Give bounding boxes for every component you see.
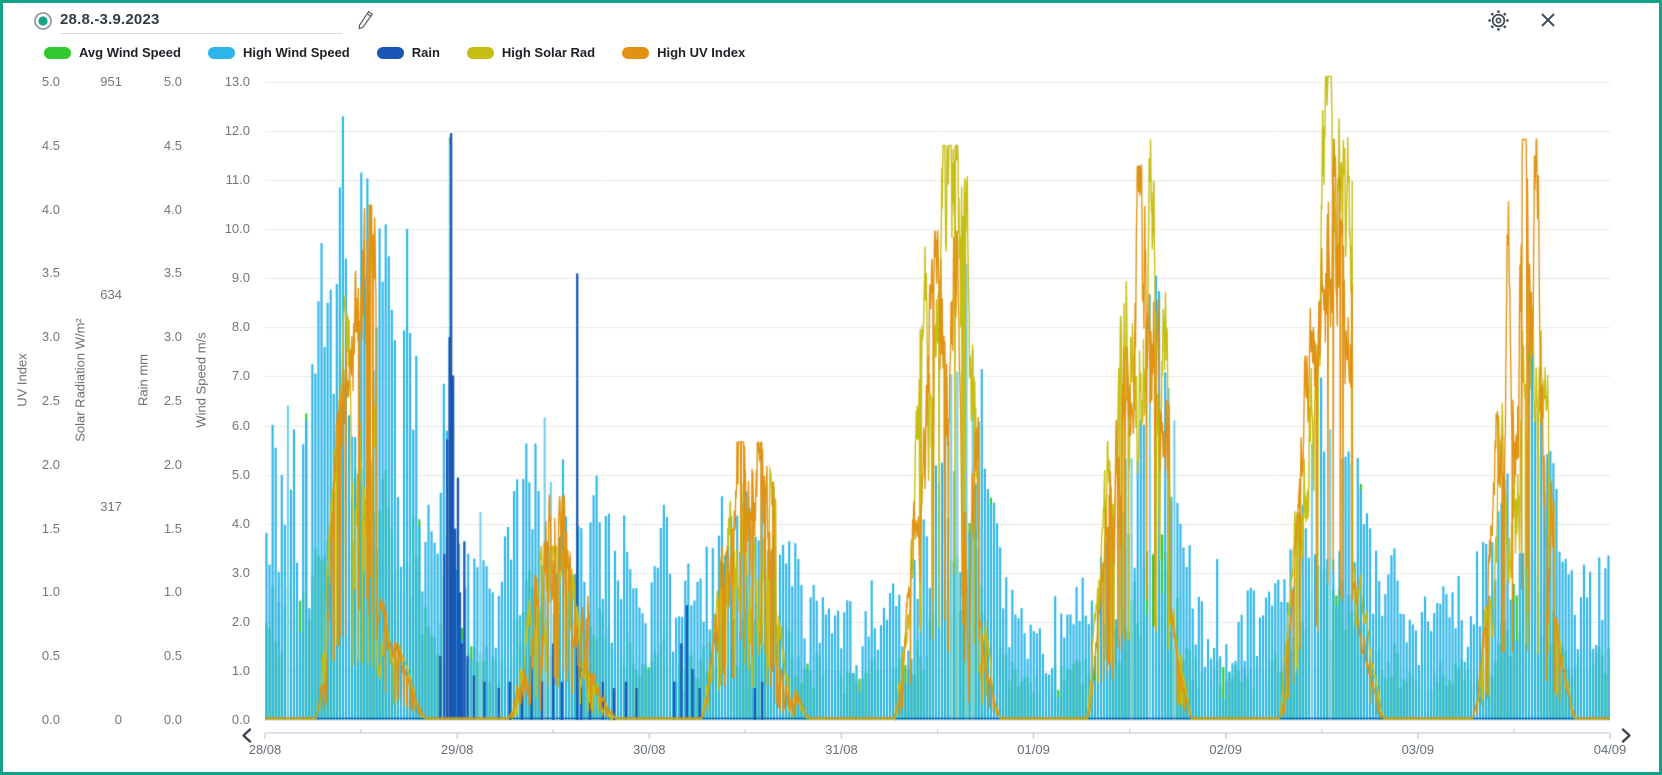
uv-tick-label: 1.5	[41, 520, 60, 536]
legend-swatch	[376, 46, 404, 59]
uv-tick-label: 4.5	[41, 137, 60, 153]
legend-item-high-uv-index[interactable]: High UV Index	[622, 45, 745, 60]
wind-tick-label: 3.0	[231, 564, 250, 580]
wind-tick-label: 7.0	[231, 368, 250, 384]
legend-swatch	[466, 46, 494, 59]
legend-label: Rain	[411, 45, 440, 60]
wind-tick-label: 5.0	[231, 466, 250, 482]
rain-tick-label: 1.0	[163, 584, 182, 600]
x-axis-label: 01/09	[1017, 742, 1050, 757]
chart-plot-area[interactable]	[265, 68, 1610, 726]
solar-tick-label: 634	[100, 286, 122, 302]
radio-target-icon[interactable]	[33, 11, 53, 31]
uv-tick-label: 4.0	[41, 201, 60, 217]
input-underline	[60, 33, 342, 34]
wind-tick-label: 13.0	[224, 74, 250, 89]
wind-tick-label: 11.0	[225, 172, 250, 188]
x-axis-label: 30/08	[633, 742, 666, 757]
x-axis-label: 02/09	[1209, 742, 1242, 757]
wind-tick-label: 10.0	[224, 221, 250, 237]
legend-item-high-wind-speed[interactable]: High Wind Speed	[207, 45, 350, 60]
header-bar: 28.8.-3.9.2023	[0, 0, 1662, 42]
legend-swatch	[44, 46, 71, 59]
wind-tick-label: 9.0	[231, 270, 250, 286]
chevron-left-icon[interactable]	[240, 727, 254, 744]
legend-label: Avg Wind Speed	[79, 45, 181, 60]
rain-tick-label: 4.0	[163, 201, 182, 217]
chevron-right-icon[interactable]	[1619, 727, 1633, 744]
rain-tick-label: 3.0	[163, 329, 182, 345]
uv-tick-label: 0.5	[41, 648, 60, 664]
legend-swatch	[622, 46, 650, 59]
solar-tick-label: 951	[100, 74, 122, 89]
wind-tick-label: 2.0	[231, 613, 250, 629]
uv-tick-label: 3.0	[41, 329, 60, 345]
x-axis-label: 03/09	[1401, 742, 1435, 757]
x-axis-label: 31/08	[825, 742, 858, 757]
legend-label: High Solar Rad	[501, 45, 596, 60]
uv-tick-label: 0.0	[41, 712, 60, 727]
wind-tick-label: 1.0	[231, 662, 250, 678]
legend-item-high-solar-rad[interactable]: High Solar Rad	[466, 45, 596, 60]
legend-item-avg-wind-speed[interactable]: Avg Wind Speed	[44, 45, 181, 60]
uv-tick-label: 2.5	[41, 393, 60, 408]
x-axis-label: 29/08	[440, 742, 474, 757]
legend-label: High Wind Speed	[242, 45, 350, 60]
gear-icon[interactable]	[1487, 9, 1510, 32]
rain-tick-label: 5.0	[163, 74, 182, 89]
rain-tick-label: 0.0	[163, 712, 182, 727]
uv-tick-label: 5.0	[41, 74, 60, 89]
uv-tick-label: 2.0	[41, 456, 60, 472]
wind-tick-label: 8.0	[231, 319, 250, 335]
solar-tick-label: 317	[100, 499, 122, 515]
legend: Avg Wind Speed High Wind Speed Rain High So…	[44, 45, 745, 60]
x-axis-label: 04/09	[1593, 742, 1627, 757]
rain-tick-label: 4.5	[163, 137, 182, 153]
rain-tick-label: 2.5	[163, 393, 182, 408]
solar-axis-title: Solar Radiation W/m²	[72, 318, 88, 442]
wind-tick-label: 12.0	[224, 123, 250, 139]
rain-tick-label: 0.5	[163, 648, 182, 664]
legend-label: High UV Index	[657, 45, 746, 60]
pencil-icon[interactable]	[356, 9, 376, 31]
wind-tick-label: 6.0	[231, 417, 250, 433]
rain-tick-label: 1.5	[163, 520, 182, 536]
solar-tick-label: 0	[114, 712, 122, 727]
wind-tick-label: 0.0	[231, 712, 250, 727]
date-range-value: 28.8.-3.9.2023	[60, 11, 160, 28]
uv-tick-label: 1.0	[41, 584, 60, 600]
wind-tick-label: 4.0	[231, 515, 250, 531]
close-icon[interactable]	[1537, 9, 1559, 31]
date-range-input[interactable]: 28.8.-3.9.2023	[60, 8, 342, 36]
legend-swatch	[207, 46, 235, 59]
rain-tick-label: 2.0	[163, 456, 182, 472]
uv-tick-label: 3.5	[41, 265, 60, 281]
x-axis-label: 28/08	[248, 742, 282, 757]
rain-tick-label: 3.5	[163, 265, 182, 281]
legend-item-rain[interactable]: Rain	[376, 45, 440, 60]
